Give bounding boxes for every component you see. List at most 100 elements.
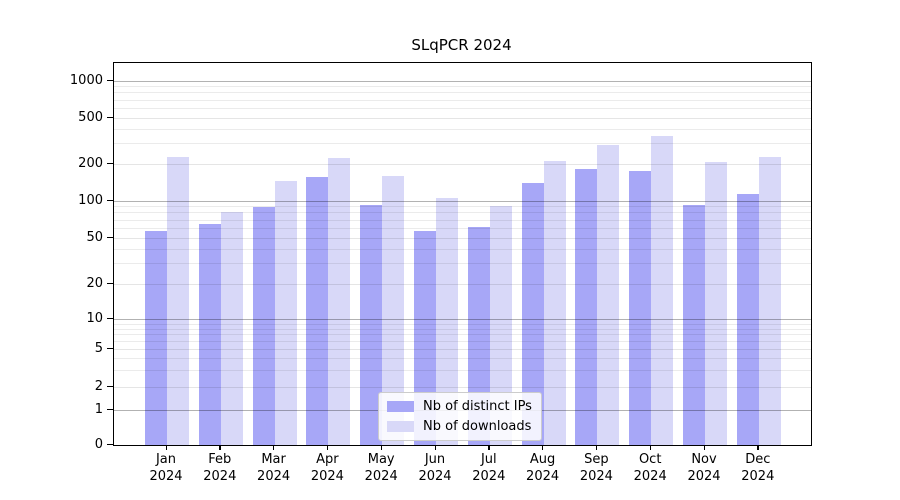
gridline-900 [114,86,811,88]
y-tick-mark-0 [107,443,113,445]
x-tick-label-dec: Dec 2024 [741,452,775,484]
gridline-50 [114,237,811,239]
y-tick-label-10: 10 [86,311,103,326]
y-tick-mark-50 [107,236,113,238]
y-tick-mark-200 [107,163,113,165]
gridline-90 [114,206,811,208]
y-tick-label-1000: 1000 [69,72,103,88]
gridline-2 [114,386,811,388]
x-tick-mark-may [380,445,383,450]
x-tick-mark-jan [165,445,167,450]
bar-downloads-may [382,175,405,445]
x-tick-mark-feb [219,445,221,450]
gridline-8 [114,328,811,330]
y-tick-mark-5 [107,348,113,350]
bar-distinct-ips-jun [414,231,436,445]
plot-area [113,62,812,446]
x-tick-mark-jun [434,445,436,450]
y-tick-label-5: 5 [94,341,103,356]
gridline-700 [114,99,811,101]
bar-downloads-jun [436,198,458,445]
y-tick-label-2: 2 [94,378,103,394]
bar-distinct-ips-apr [306,176,329,445]
x-tick-label-apr: Apr 2024 [310,452,344,484]
bar-distinct-ips-dec [736,193,759,445]
bar-distinct-ips-aug [521,182,544,445]
y-tick-mark-10 [107,318,113,320]
bar-downloads-aug [543,161,566,445]
y-tick-mark-2 [107,385,113,387]
y-tick-mark-1000 [107,79,113,81]
bar-downloads-mar [274,180,297,445]
y-tick-label-20: 20 [86,275,103,291]
y-tick-mark-20 [107,282,113,285]
bar-distinct-ips-jan [145,231,167,445]
x-tick-label-aug: Aug 2024 [526,452,560,484]
bar-downloads-jul [489,206,512,445]
gridline-5 [114,349,811,350]
legend-swatch-distinct-ips [387,401,414,412]
legend: Nb of distinct IPs Nb of downloads [378,392,542,441]
y-tick-label-0: 0 [94,436,103,452]
bar-distinct-ips-jul [467,226,490,445]
x-tick-label-may: May 2024 [364,452,398,484]
gridline-70 [114,219,811,221]
gridline-200 [114,164,811,165]
x-tick-label-jul: Jul 2024 [472,452,506,484]
gridline-10 [114,319,811,320]
chart-title: SLqPCR 2024 [411,36,512,54]
x-tick-mark-dec [757,445,759,450]
legend-swatch-downloads [387,421,414,432]
gridline-400 [114,128,811,130]
bar-distinct-ips-oct [629,170,652,445]
gridline-500 [114,117,811,119]
y-tick-label-200: 200 [78,156,103,171]
gridline-800 [114,92,811,94]
x-tick-mark-aug [542,445,544,450]
gridline-300 [114,143,811,145]
bar-distinct-ips-nov [683,205,705,445]
x-tick-label-jun: Jun 2024 [418,452,452,484]
bar-distinct-ips-sep [575,169,598,445]
x-tick-label-sep: Sep 2024 [579,452,613,484]
bar-downloads-sep [597,145,620,445]
bar-downloads-jan [167,156,189,445]
y-tick-mark-500 [107,116,113,118]
x-tick-label-jan: Jan 2024 [149,452,183,484]
x-tick-label-mar: Mar 2024 [257,452,291,484]
bar-distinct-ips-may [360,204,383,445]
gridline-600 [114,107,811,109]
bar-downloads-feb [220,211,243,445]
gridline-60 [114,227,811,229]
bar-downloads-oct [651,135,674,445]
bar-downloads-apr [328,157,351,445]
y-tick-mark-100 [107,199,113,201]
gridline-3 [114,369,811,371]
y-tick-label-50: 50 [86,229,103,245]
x-tick-label-feb: Feb 2024 [203,452,237,484]
bar-downloads-nov [705,162,727,445]
x-tick-label-oct: Oct 2024 [633,452,667,484]
x-tick-mark-jul [488,445,490,450]
legend-label-distinct-ips: Nb of distinct IPs [423,399,532,414]
gridline-40 [114,248,811,250]
legend-row-distinct-ips: Nb of distinct IPs [387,399,532,414]
x-tick-mark-nov [703,445,705,450]
gridline-80 [114,212,811,214]
y-tick-mark-1 [107,408,113,410]
gridline-7 [114,334,811,336]
x-tick-mark-sep [595,445,598,450]
y-tick-label-100: 100 [78,192,103,208]
gridline-20 [114,283,811,285]
gridline-30 [114,263,811,265]
gridline-100 [114,200,811,202]
x-tick-mark-apr [326,445,329,450]
gridline-9 [114,323,811,325]
bar-distinct-ips-mar [252,206,275,445]
gridline-1000 [114,80,811,82]
legend-label-downloads: Nb of downloads [423,419,532,434]
y-tick-label-500: 500 [78,109,103,125]
gridline-4 [114,358,811,360]
gridline-6 [114,341,811,343]
